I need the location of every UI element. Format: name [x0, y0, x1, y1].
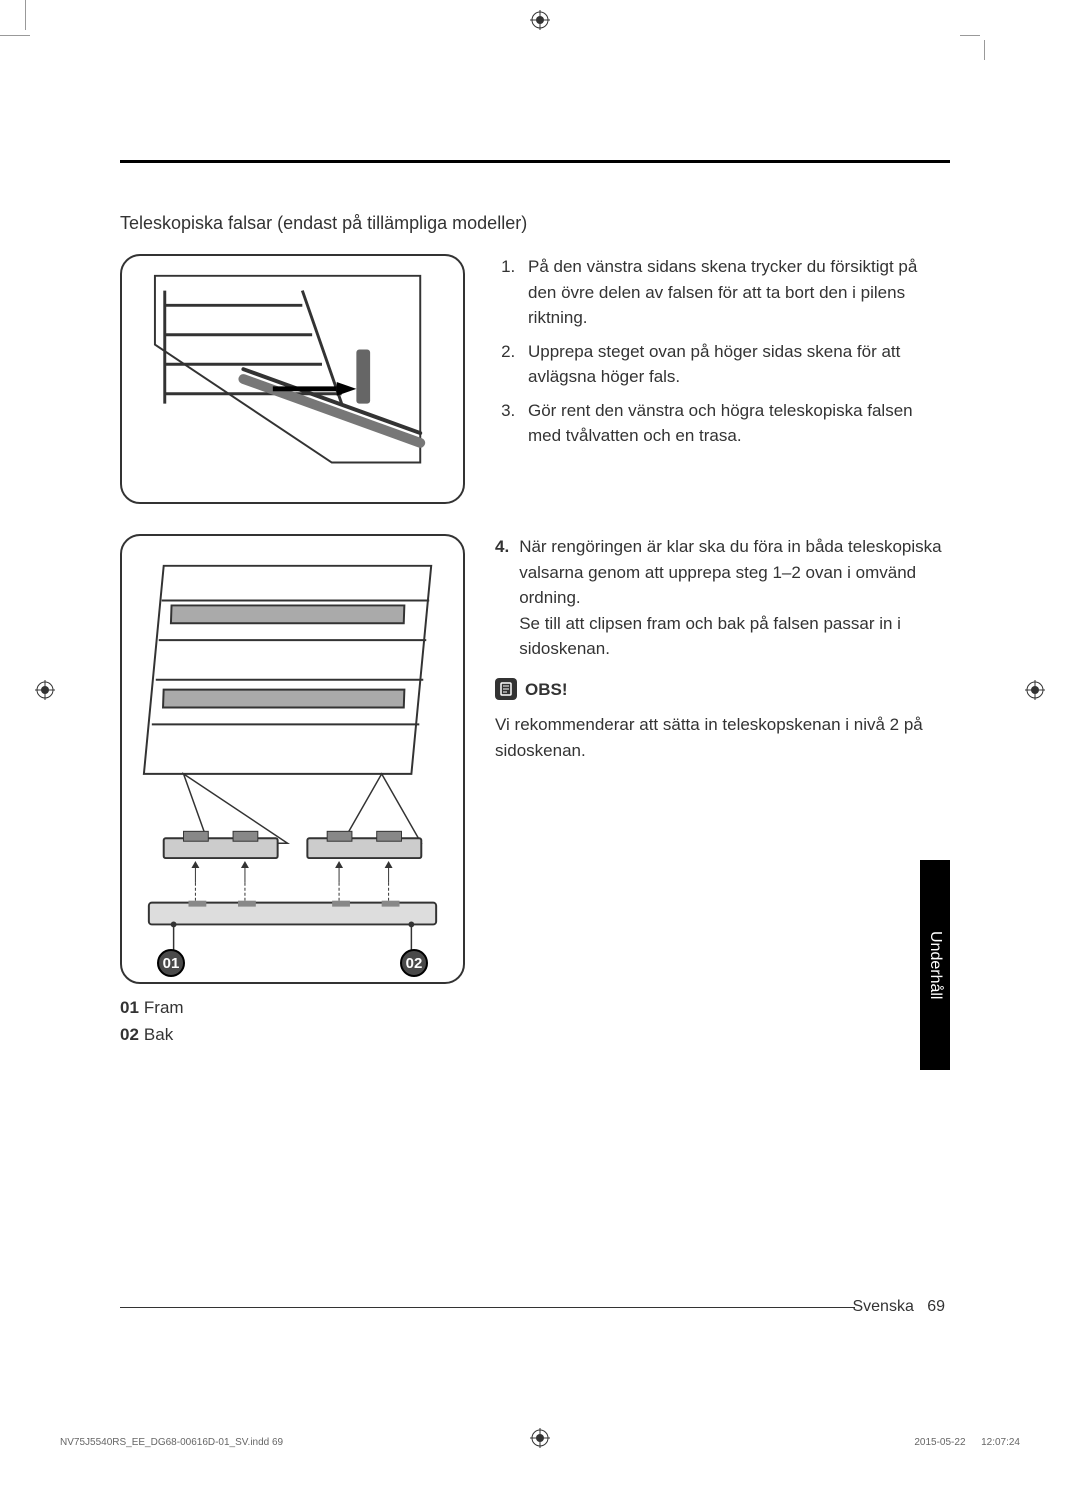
legend-label: Fram	[144, 998, 184, 1017]
note-label: OBS!	[525, 677, 568, 703]
figure-legend: 01 Fram 02 Bak	[120, 994, 465, 1048]
section-title: Teleskopiska falsar (endast på tillämpli…	[120, 213, 950, 234]
registration-mark-icon	[1025, 680, 1045, 705]
crop-mark	[25, 0, 26, 30]
registration-mark-icon	[35, 680, 55, 705]
registration-mark-icon	[530, 10, 550, 35]
footer-rule	[120, 1307, 855, 1308]
header-rule	[120, 160, 950, 163]
step-4-num: 4.	[495, 534, 509, 662]
legend-label: Bak	[144, 1025, 173, 1044]
callout-badge-01: 01	[157, 949, 185, 977]
section-tab: Underhåll	[920, 860, 950, 1070]
legend-num: 01	[120, 998, 139, 1017]
step-2: Upprepa steget ovan på höger sidas skena…	[520, 339, 950, 390]
registration-mark-icon	[530, 1428, 550, 1453]
print-timestamp: 2015-05-22 12:07:24	[914, 1437, 1020, 1448]
legend-num: 02	[120, 1025, 139, 1044]
footer-text: Svenska 69	[852, 1298, 945, 1316]
callout-badge-02: 02	[400, 949, 428, 977]
figure-2: 01 02	[120, 534, 465, 984]
crop-mark	[0, 35, 30, 36]
crop-mark	[984, 40, 985, 60]
instructions-list-a: På den vänstra sidans skena trycker du f…	[495, 254, 950, 504]
step-3: Gör rent den vänstra och högra teleskopi…	[520, 398, 950, 449]
footer-language: Svenska	[852, 1298, 913, 1315]
step-1: På den vänstra sidans skena trycker du f…	[520, 254, 950, 331]
footer-page-number: 69	[927, 1298, 945, 1315]
print-filename: NV75J5540RS_EE_DG68-00616D-01_SV.indd 69	[60, 1437, 283, 1448]
step-4-text: När rengöringen är klar ska du föra in b…	[519, 534, 950, 611]
note-body: Vi rekommenderar att sätta in teleskopsk…	[495, 712, 950, 763]
crop-mark	[960, 35, 980, 36]
step-4-extra: Se till att clipsen fram och bak på fals…	[519, 611, 950, 662]
figure-1	[120, 254, 465, 504]
note-icon	[495, 678, 517, 700]
